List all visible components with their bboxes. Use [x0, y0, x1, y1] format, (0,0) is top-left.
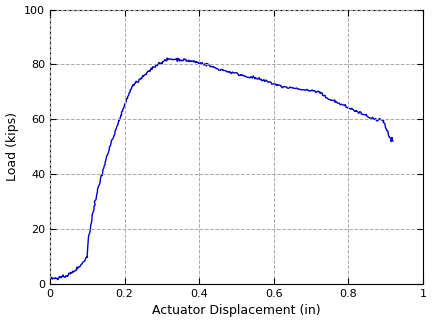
Y-axis label: Load (kips): Load (kips): [6, 112, 19, 181]
X-axis label: Actuator Displacement (in): Actuator Displacement (in): [152, 305, 321, 318]
